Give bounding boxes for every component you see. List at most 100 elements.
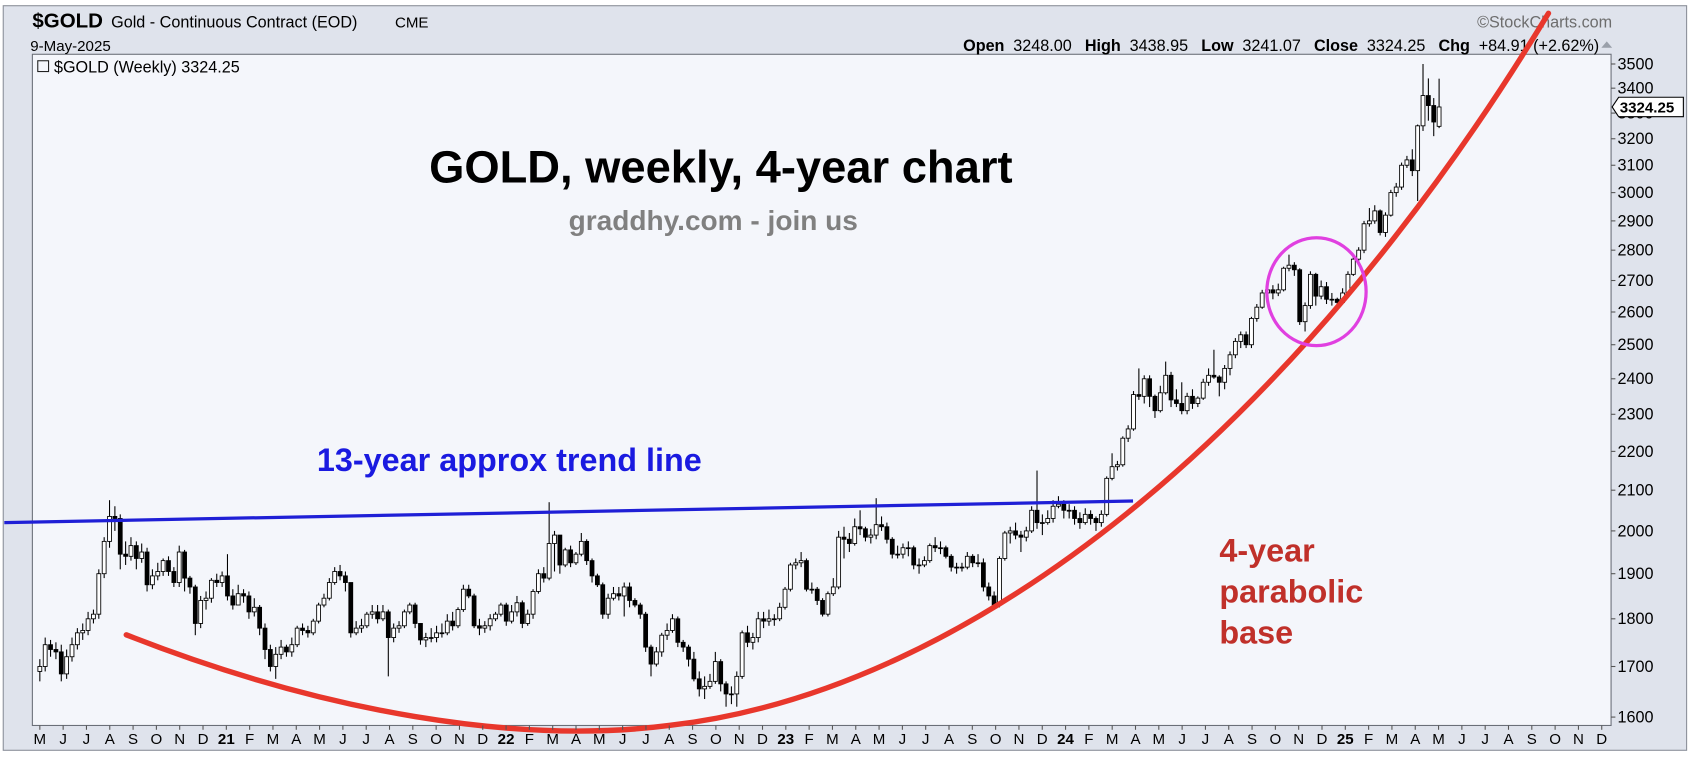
candle-body — [1007, 530, 1013, 534]
candle-body — [954, 566, 959, 569]
candle-body — [981, 562, 986, 588]
y-tick-label: 2300 — [1618, 406, 1654, 424]
x-tick-label: J — [1481, 731, 1489, 748]
x-tick-label: F — [1364, 731, 1373, 748]
candle-body — [707, 680, 713, 687]
candle-body — [514, 602, 520, 613]
x-tick-label: A — [1410, 731, 1421, 748]
candle-body — [863, 528, 868, 538]
candle-body — [616, 593, 622, 597]
candle-body — [643, 613, 649, 648]
candle-body — [133, 545, 139, 559]
candle-body — [1136, 394, 1142, 397]
candle-body — [1436, 106, 1442, 127]
candle-body — [750, 637, 756, 643]
candle-body — [434, 632, 439, 638]
candle-body — [702, 685, 707, 690]
candle-body — [273, 653, 279, 667]
candle-body — [64, 656, 70, 675]
candle-body — [369, 611, 375, 615]
candle-body — [1104, 477, 1110, 515]
x-tick-label: A — [291, 731, 302, 748]
candle-body — [1425, 95, 1431, 106]
candle-body — [905, 547, 911, 550]
highlight-circle — [1265, 236, 1368, 348]
x-tick-label: D — [1596, 731, 1607, 748]
candle-body — [916, 564, 922, 567]
x-tick-label: M — [1106, 731, 1119, 748]
candle-body — [343, 575, 348, 583]
x-tick-label: O — [151, 731, 163, 748]
y-tick-label: 2000 — [1618, 522, 1654, 540]
candle-body — [1157, 392, 1163, 412]
candle-body — [997, 558, 1002, 606]
candle-body — [1174, 399, 1179, 404]
x-tick-label: M — [826, 731, 839, 748]
x-tick-label: O — [1269, 731, 1281, 748]
candle-body — [391, 627, 397, 638]
candle-body — [123, 553, 128, 557]
candle-body — [300, 627, 305, 631]
candle-body — [1098, 513, 1104, 524]
candle-body — [611, 593, 616, 599]
candle-body — [262, 627, 268, 650]
candle-body — [766, 618, 772, 622]
x-tick-label: M — [1386, 731, 1399, 748]
candle-body — [1324, 286, 1329, 300]
candle-body — [1023, 530, 1029, 538]
candle-body — [600, 584, 606, 615]
candle-body — [1232, 340, 1238, 356]
candle-body — [423, 637, 429, 641]
candle-body — [482, 625, 488, 629]
y-tick-label: 2800 — [1618, 242, 1654, 260]
ohlc-summary: Open 3248.00 High 3438.95 Low 3241.07 Cl… — [963, 37, 1599, 55]
candle-body — [659, 634, 665, 653]
x-tick-label: O — [1549, 731, 1561, 748]
candle-body — [439, 632, 445, 635]
candle-body — [648, 646, 654, 665]
x-tick-label: N — [1013, 731, 1024, 748]
legend-icon — [37, 60, 50, 73]
x-tick-label: J — [83, 731, 91, 748]
candle-body — [37, 666, 43, 672]
trend-label: 13-year approx trend line — [317, 442, 702, 478]
candle-body — [895, 553, 900, 556]
candle-body — [1318, 286, 1324, 297]
candle-body — [144, 551, 150, 586]
base-label: parabolic — [1219, 573, 1363, 609]
candle-body — [1238, 334, 1244, 342]
y-tick-label: 2200 — [1618, 443, 1654, 461]
candle-body — [1227, 354, 1233, 369]
close-value: 3324.25 — [1367, 37, 1425, 55]
candle-body — [450, 620, 456, 627]
candle-body — [1377, 210, 1383, 233]
y-tick-label: 2100 — [1618, 482, 1654, 500]
candle-body — [1399, 164, 1404, 188]
chart-title: GOLD, weekly, 4-year chart — [429, 142, 1012, 193]
candle-body — [879, 524, 884, 528]
x-tick-label: A — [384, 731, 395, 748]
candle-body — [686, 646, 691, 660]
candle-body — [632, 600, 638, 606]
candle-body — [326, 582, 332, 599]
x-tick-label: 22 — [498, 731, 515, 748]
x-tick-label: M — [267, 731, 280, 748]
candle-body — [509, 611, 514, 622]
date: 9-May-2025 — [30, 38, 111, 55]
candle-body — [1281, 267, 1286, 291]
candle-body — [235, 593, 241, 606]
candle-body — [198, 600, 204, 624]
candle-body — [316, 604, 321, 622]
candle-body — [1388, 192, 1394, 216]
candle-body — [230, 595, 236, 606]
x-tick-label: J — [642, 731, 650, 748]
candle-body — [251, 606, 257, 613]
candle-body — [605, 597, 611, 615]
high-value: 3438.95 — [1130, 37, 1188, 55]
x-tick-label: A — [851, 731, 862, 748]
candle-body — [857, 526, 863, 530]
contract-name: Gold - Continuous Contract (EOD) — [111, 13, 357, 31]
candle-body — [1222, 367, 1228, 383]
candle-body — [225, 575, 230, 597]
